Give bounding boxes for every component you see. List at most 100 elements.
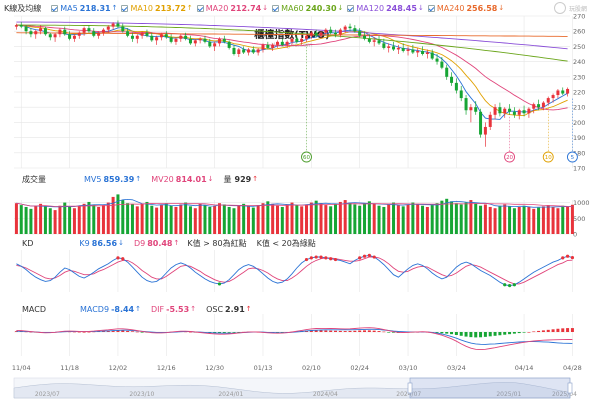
- volume-bar: [425, 206, 429, 234]
- osc-bar: [106, 330, 110, 332]
- candle-body: [483, 126, 487, 135]
- ma60-checkbox[interactable]: [272, 4, 280, 12]
- candle-body: [232, 47, 236, 54]
- candle-body: [314, 32, 318, 36]
- k9-label: K9: [79, 238, 90, 248]
- candle-body: [159, 34, 163, 38]
- candle-body: [14, 25, 18, 27]
- ma240-legend[interactable]: MA240 256.58 ↓: [427, 4, 504, 13]
- ma10-arrow: ↑: [186, 4, 193, 12]
- price-legend: K線及均線 MA5 218.31 ↑ MA10 213.72 ↑ MA20 212.74 ↓…: [4, 1, 600, 15]
- ma5-legend[interactable]: MA5 218.31 ↑: [51, 4, 117, 13]
- kd-red-dot: [561, 256, 565, 260]
- volume-bar: [72, 208, 76, 234]
- kd-red-dot: [570, 256, 575, 260]
- ma120-checkbox[interactable]: [347, 4, 355, 12]
- x-tick-label: 02/24: [350, 364, 369, 372]
- osc-bar: [82, 332, 86, 333]
- osc-bar: [334, 330, 338, 332]
- x-tick-label: 12/02: [109, 364, 128, 372]
- candle-body: [203, 38, 207, 42]
- osc-bar: [309, 330, 313, 332]
- volume-bar: [213, 205, 217, 234]
- osc-bar: [459, 332, 463, 336]
- kd-red-dot: [358, 256, 362, 260]
- kd-red-dot: [362, 254, 367, 258]
- navigator-label: 2024/01: [218, 391, 243, 398]
- ma120-legend[interactable]: MA120 248.45 ↓: [347, 4, 424, 13]
- candle-body: [348, 26, 352, 29]
- ma10-legend[interactable]: MA10 213.72 ↑: [121, 3, 193, 13]
- osc-bar: [329, 330, 333, 332]
- volume-bar: [566, 206, 570, 234]
- candle-body: [421, 50, 425, 54]
- candle-body: [561, 90, 565, 94]
- price-tick-label: 210: [573, 104, 585, 112]
- osc-bar: [305, 330, 309, 332]
- volume-bar: [334, 203, 338, 234]
- osc-bar: [97, 331, 101, 332]
- osc-bar: [474, 332, 478, 338]
- volume-bar: [363, 203, 367, 234]
- volume-bar: [43, 206, 47, 234]
- ma10-checkbox[interactable]: [121, 4, 129, 12]
- candle-body: [126, 31, 130, 36]
- ma20-checkbox[interactable]: [196, 4, 204, 12]
- candle-body: [155, 37, 159, 41]
- candle-body: [377, 40, 381, 44]
- volume-bar: [532, 208, 536, 234]
- logo-text: 玩股網: [569, 5, 588, 13]
- volume-bar: [227, 206, 231, 234]
- kd-green-dot: [217, 282, 222, 286]
- candle-body: [396, 47, 400, 50]
- dif-label: DIF: [151, 304, 165, 314]
- osc-bar: [570, 328, 574, 332]
- volume-bar: [479, 205, 483, 234]
- candle-body: [24, 26, 28, 32]
- ma10-value: 213.72: [155, 3, 186, 13]
- macd9-label: MACD9: [79, 304, 110, 314]
- candle-body: [261, 44, 265, 50]
- candle-body: [116, 23, 120, 27]
- osc-bar: [251, 331, 255, 333]
- price-tick-label: 250: [573, 43, 585, 51]
- osc-bar: [556, 328, 560, 332]
- osc-bar: [184, 331, 188, 333]
- candle-body: [363, 35, 367, 39]
- ma5-checkbox[interactable]: [51, 4, 59, 12]
- kd-panel: [16, 253, 575, 288]
- candle-body: [256, 49, 260, 53]
- candle-body: [242, 49, 246, 53]
- osc-bar: [541, 330, 545, 332]
- kd-note-green: K值 < 20為綠點: [256, 238, 316, 248]
- volume-bar: [145, 201, 149, 234]
- volume-bar: [290, 202, 294, 234]
- osc-bar: [488, 332, 492, 337]
- kd-red-dot: [116, 256, 120, 260]
- dif-value: -5.53: [166, 304, 190, 314]
- event-marker: 60: [301, 43, 312, 163]
- event-marker: 10: [542, 107, 554, 163]
- ma60-legend[interactable]: MA60 240.30 ↓: [272, 4, 343, 13]
- ma20-legend[interactable]: MA20 212.74 ↓: [196, 3, 268, 13]
- volume-bar: [92, 204, 96, 234]
- osc-bar: [72, 331, 76, 333]
- osc-bar: [53, 332, 57, 333]
- volume-bar: [251, 207, 255, 234]
- ma240-checkbox[interactable]: [427, 4, 435, 12]
- ma20-label: MA20: [205, 3, 229, 13]
- volume-bar: [222, 204, 226, 234]
- volume-bar: [343, 200, 347, 234]
- dif-line: [16, 327, 573, 351]
- volume-bar: [232, 208, 236, 234]
- volume-bar: [314, 200, 318, 234]
- event-marker-label: 5: [571, 155, 575, 161]
- event-marker: 5: [566, 98, 578, 163]
- candle-body: [63, 29, 67, 35]
- osc-bar: [101, 331, 105, 332]
- ma20-value: 212.74: [230, 3, 262, 13]
- candle-body: [246, 49, 250, 53]
- candle-body: [184, 35, 188, 39]
- navigator-handle-left: [407, 382, 413, 394]
